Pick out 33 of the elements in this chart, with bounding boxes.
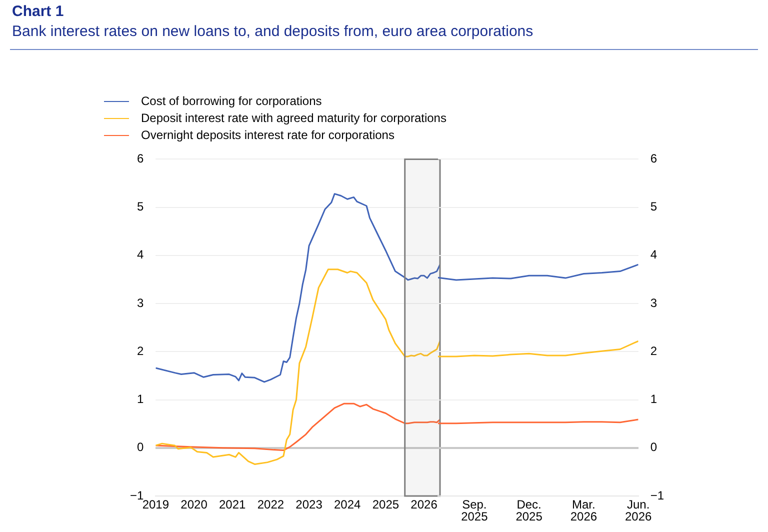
x-tick-label: Dec. 2025 — [516, 497, 543, 524]
x-tick-label: 2021 — [219, 497, 246, 512]
x-tick-label: 2022 — [257, 497, 284, 512]
y-tick-label: 3 — [136, 296, 144, 310]
x-tick-label: Sep. 2025 — [461, 497, 488, 524]
y-tick-label: 0 — [650, 440, 658, 454]
y-tick-label: 1 — [650, 392, 658, 406]
y-tick-label: −1 — [650, 488, 664, 502]
x-tick-label: Jun. 2026 — [624, 497, 652, 524]
y-tick-label: 4 — [650, 248, 658, 262]
chart-subtitle: Bank interest rates on new loans to, and deposits from, euro area corporations — [12, 23, 534, 40]
y-tick-label: 5 — [136, 200, 144, 214]
legend-label: Cost of borrowing for corporations — [140, 93, 323, 110]
y-tick-label: 1 — [136, 392, 144, 406]
legend-label: Overnight deposits interest rate for corporations — [140, 127, 396, 144]
y-tick-label: 5 — [650, 200, 658, 214]
x-tick-label: 2024 — [334, 497, 362, 512]
x-tick-label: 2020 — [180, 497, 208, 512]
y-tick-label: 4 — [136, 248, 144, 262]
chart-title: Chart 1 — [12, 3, 64, 20]
y-tick-label: 0 — [136, 440, 144, 454]
y-tick-label: −1 — [130, 488, 144, 502]
y-tick-label: 6 — [650, 152, 658, 166]
x-tick-label: 2025 — [372, 497, 400, 512]
legend-label: Deposit interest rate with agreed maturity for corporations — [140, 110, 446, 127]
x-tick-label: Mar. 2026 — [570, 497, 598, 524]
y-tick-label: 3 — [650, 296, 658, 310]
x-tick-label: 2019 — [142, 497, 170, 512]
x-tick-label: 2026 — [410, 497, 438, 512]
y-tick-label: 6 — [136, 152, 144, 166]
x-tick-label: 2023 — [296, 497, 323, 512]
y-tick-label: 2 — [136, 344, 144, 358]
y-tick-label: 2 — [650, 344, 658, 358]
